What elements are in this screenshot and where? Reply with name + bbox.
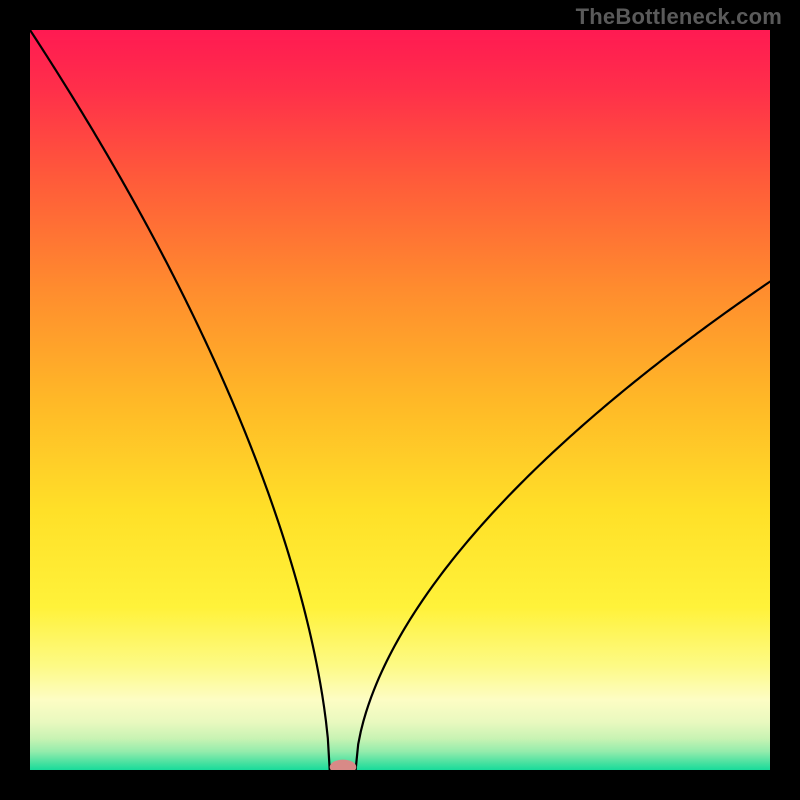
watermark-text: TheBottleneck.com bbox=[576, 4, 782, 30]
plot-area bbox=[30, 30, 770, 770]
chart-frame: TheBottleneck.com bbox=[0, 0, 800, 800]
gradient-background bbox=[30, 30, 770, 770]
bottleneck-curve-chart bbox=[30, 30, 770, 770]
